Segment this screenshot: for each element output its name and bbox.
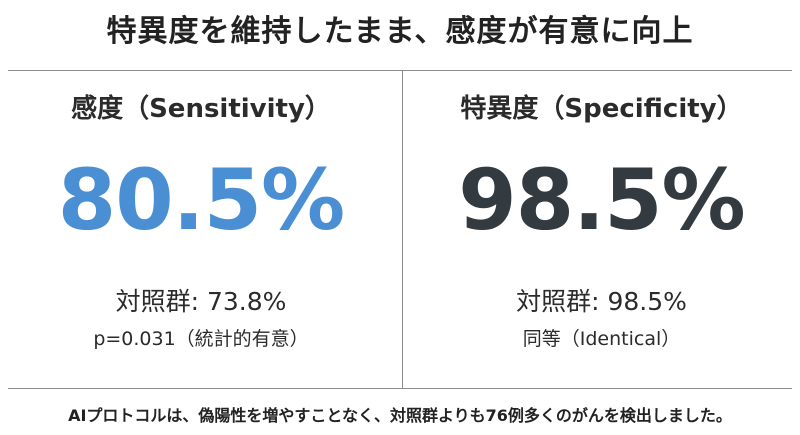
bottom-divider [8, 388, 792, 389]
sensitivity-p-value: p=0.031（統計的有意） [93, 328, 309, 350]
sensitivity-title: 感度（Sensitivity） [71, 94, 331, 124]
vertical-divider [402, 70, 403, 388]
footer-summary: AIプロトコルは、偽陽性を増やすことなく、対照群よりも76例多くのがんを検出しま… [68, 406, 732, 425]
specificity-note: 同等（Identical） [522, 328, 681, 350]
slide-headline: 特異度を維持したまま、感度が有意に向上 [106, 14, 694, 49]
specificity-title: 特異度（Specificity） [460, 94, 743, 124]
sensitivity-panel: 感度（Sensitivity） 80.5% 対照群: 73.8% p=0.031… [0, 70, 402, 388]
specificity-panel: 特異度（Specificity） 98.5% 対照群: 98.5% 同等（Ide… [403, 70, 800, 388]
sensitivity-value: 80.5% [57, 151, 345, 249]
specificity-control-value: 対照群: 98.5% [516, 287, 687, 316]
top-divider [8, 70, 792, 71]
sensitivity-control-value: 対照群: 73.8% [115, 287, 287, 316]
specificity-value: 98.5% [458, 151, 745, 249]
